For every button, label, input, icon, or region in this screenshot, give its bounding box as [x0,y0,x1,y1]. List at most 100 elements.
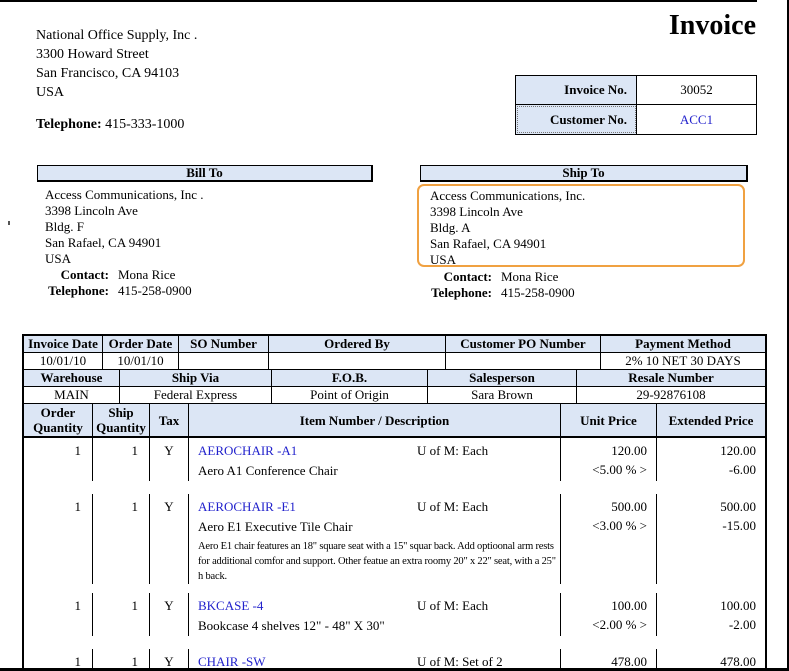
bill-to-address-line: 3398 Lincoln Ave [45,203,138,218]
item-discount-percent: <3.00 % > [592,518,647,533]
item-description-cell: AEROCHAIR -A1 U of M: Each Aero A1 Confe… [189,438,561,481]
so-number-value [179,353,269,370]
company-address-line2: San Francisco, CA 94103 [36,66,180,81]
item-ship-quantity: 1 [93,494,150,584]
item-row: 1 1 Y BKCASE -4 U of M: Each Bookcase 4 … [24,593,765,649]
item-order-quantity: 1 [24,438,93,481]
item-extended-price-cell: 120.00 -6.00 [657,438,765,481]
item-description: Bookcase 4 shelves 12" - 48" X 30" [198,618,385,633]
invoice-no-label: Invoice No. [516,76,637,104]
page-title: Invoice [668,10,756,41]
customer-no-link[interactable]: ACC1 [679,111,714,127]
page-bottom-border [0,668,789,671]
item-unit-price: 100.00 [611,598,647,613]
ship-to-header: Ship To [420,165,748,182]
header-payment-method: Payment Method [601,336,765,353]
warehouse-value: MAIN [24,387,120,404]
item-extended-price-cell: 100.00 -2.00 [657,593,765,636]
item-row: 1 1 Y AEROCHAIR -E1 U of M: Each Aero E1… [24,494,765,593]
item-description-cell: BKCASE -4 U of M: Each Bookcase 4 shelve… [189,593,561,636]
ship-to-contact-block: Contact: Mona Rice Telephone: 415-258-09… [420,269,575,301]
item-tax-flag: Y [150,438,189,481]
item-uom: U of M: Each [417,598,489,613]
header-order-quantity: Order Quantity [24,404,93,438]
ordered-by-value [269,353,446,370]
item-number-link[interactable]: AEROCHAIR -A1 [198,443,298,458]
item-row: 1 1 Y AEROCHAIR -A1 U of M: Each Aero A1… [24,438,765,494]
item-discount-amount: -6.00 [728,462,756,477]
stray-mark [8,221,10,225]
item-number-link[interactable]: CHAIR -SW [198,654,266,669]
item-ship-quantity: 1 [93,593,150,636]
header-order-date: Order Date [103,336,179,353]
invoice-date-value: 10/01/10 [24,353,103,370]
header-ship-via: Ship Via [120,370,272,387]
company-telephone-label: Telephone: [36,117,102,132]
bill-to-header: Bill To [37,165,373,182]
bill-to-contact-label: Contact: [60,267,109,282]
ship-to-telephone-label: Telephone: [431,285,492,300]
bill-to-address-line: USA [45,251,72,266]
header-extended-price: Extended Price [657,404,765,438]
ship-to-address-line: Access Communications, Inc. [430,188,586,203]
item-unit-price: 120.00 [611,443,647,458]
ship-to-telephone-value: 415-258-0900 [501,285,575,300]
bill-to-contact-block: Contact: Mona Rice Telephone: 415-258-09… [37,267,192,299]
item-unit-price-cell: 500.00 <3.00 % > [561,494,657,584]
bill-to-address-line: Bldg. F [45,219,85,234]
item-description-cell: CHAIR -SW U of M: Set of 2 Office Chair … [189,649,561,671]
order-date-value: 10/01/10 [103,353,179,370]
bill-to-address-line: Access Communications, Inc . [45,187,204,202]
ship-to-contact-value: Mona Rice [501,269,559,284]
item-unit-price: 500.00 [611,499,647,514]
item-ship-quantity: 1 [93,649,150,671]
item-number-link[interactable]: BKCASE -4 [198,598,264,613]
order-details-table: Invoice Date Order Date SO Number Ordere… [22,334,767,671]
item-order-quantity: 1 [24,649,93,671]
order-info-header-row1: Invoice Date Order Date SO Number Ordere… [24,336,765,353]
item-discount-amount: -15.00 [722,518,756,533]
item-number-link[interactable]: AEROCHAIR -E1 [198,499,296,514]
header-invoice-date: Invoice Date [24,336,103,353]
order-info-value-row1: 10/01/10 10/01/10 2% 10 NET 30 DAYS [24,353,765,370]
header-tax: Tax [150,404,189,438]
item-ship-quantity: 1 [93,438,150,481]
ship-to-address-line: San Rafael, CA 94901 [430,236,547,251]
item-row: 1 1 Y CHAIR -SW U of M: Set of 2 Office … [24,649,765,671]
item-unit-price: 478.00 [611,654,647,669]
bill-to-telephone-label: Telephone: [48,283,109,298]
bill-to-address: Access Communications, Inc . 3398 Lincol… [45,187,204,267]
order-info-header-row2: Warehouse Ship Via F.O.B. Salesperson Re… [24,370,765,387]
header-salesperson: Salesperson [428,370,577,387]
item-tax-flag: Y [150,593,189,636]
item-order-quantity: 1 [24,593,93,636]
item-tax-flag: Y [150,494,189,584]
page-top-border [0,0,757,2]
item-tax-flag: Y [150,649,189,671]
item-discount-percent: <2.00 % > [592,617,647,632]
header-warehouse: Warehouse [24,370,120,387]
header-item-number-description: Item Number / Description [189,404,561,438]
item-extended-price: 120.00 [720,443,756,458]
ship-to-address-field[interactable]: Access Communications, Inc. 3398 Lincoln… [417,184,745,267]
item-uom: U of M: Each [417,443,489,458]
bill-to-telephone-value: 415-258-0900 [118,283,192,298]
ship-to-address-line: Bldg. A [430,220,471,235]
item-description-cell: AEROCHAIR -E1 U of M: Each Aero E1 Execu… [189,494,561,584]
ship-to-contact-label: Contact: [443,269,492,284]
company-name: National Office Supply, Inc . [36,28,198,43]
header-unit-price: Unit Price [561,404,657,438]
bill-to-contact-value: Mona Rice [118,267,176,282]
payment-method-value: 2% 10 NET 30 DAYS [601,353,765,370]
ship-via-value: Federal Express [120,387,272,404]
item-discount-amount: -2.00 [728,617,756,632]
item-description: Aero A1 Conference Chair [198,463,338,478]
company-block: National Office Supply, Inc . 3300 Howar… [36,26,197,134]
item-extended-price: 100.00 [720,598,756,613]
invoice-number-box: Invoice No. 30052 Customer No. ACC1 [515,75,757,135]
item-detail-text: Aero E1 chair features an 18" square sea… [198,541,556,582]
item-discount-percent: <5.00 % > [592,462,647,477]
fob-value: Point of Origin [272,387,428,404]
header-customer-po-number: Customer PO Number [446,336,601,353]
items-header-row: Order Quantity Ship Quantity Tax Item Nu… [24,404,765,438]
